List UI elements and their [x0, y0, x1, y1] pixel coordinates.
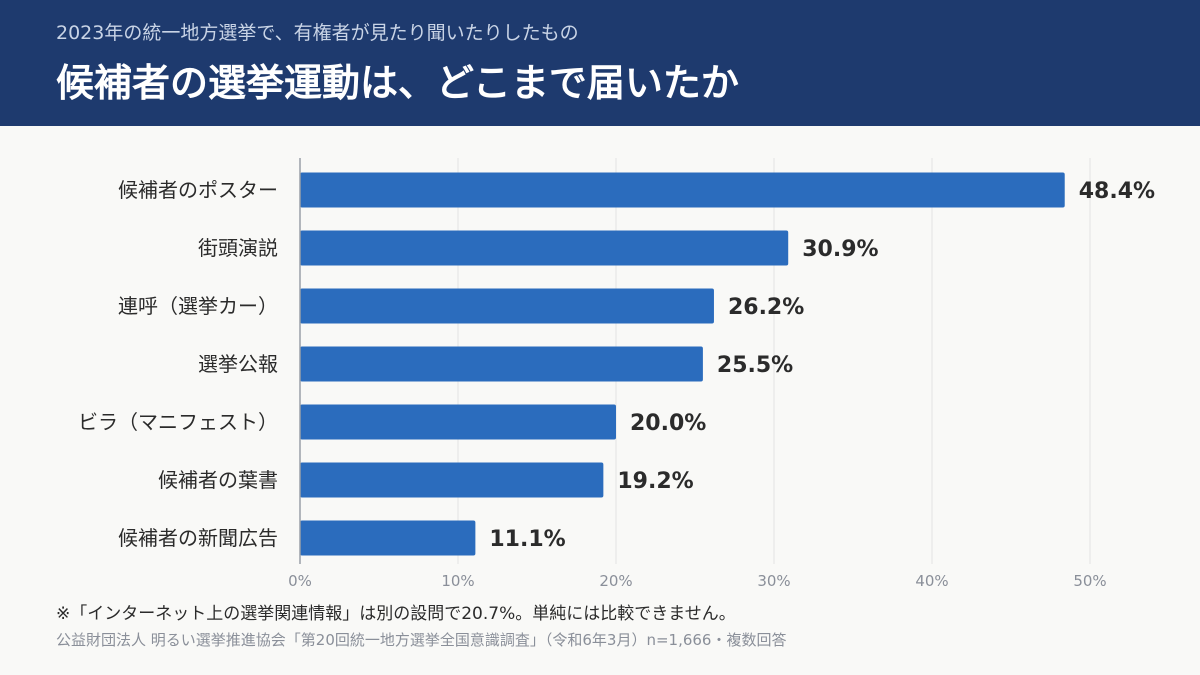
bar — [300, 346, 703, 382]
category-label: 候補者の葉書 — [158, 468, 278, 492]
bar — [300, 404, 616, 440]
x-tick-label: 0% — [288, 572, 312, 590]
category-label: 街頭演説 — [198, 236, 278, 260]
value-label: 25.5% — [717, 353, 793, 378]
x-tick-label: 10% — [441, 572, 474, 590]
category-label: ビラ（マニフェスト） — [78, 410, 278, 434]
x-tick-label: 40% — [915, 572, 948, 590]
x-tick-label: 50% — [1073, 572, 1106, 590]
value-label: 30.9% — [802, 237, 878, 262]
category-label: 候補者の新聞広告 — [118, 526, 278, 550]
bar-chart: 0% 10% 20% 30% 40% 50% 候補者のポスター 48.4% 街頭演説 30.9% 連… — [78, 158, 1155, 590]
category-label: 選挙公報 — [198, 352, 278, 376]
category-label: 候補者のポスター — [118, 178, 278, 202]
value-label: 19.2% — [617, 469, 693, 494]
bar — [300, 172, 1065, 208]
x-tick-label: 20% — [599, 572, 632, 590]
bar — [300, 230, 789, 266]
bar — [300, 520, 476, 556]
footnote: ※「インターネット上の選挙関連情報」は別の設問で20.7%。単純には比較できませ… — [56, 604, 736, 624]
header-banner: 2023年の統一地方選挙で、有権者が見たり聞いたりしたもの 候補者の選挙運動は、… — [0, 0, 1200, 126]
chart-subtitle: 2023年の統一地方選挙で、有権者が見たり聞いたりしたもの — [56, 22, 579, 44]
value-label: 48.4% — [1079, 179, 1155, 204]
value-label: 26.2% — [728, 295, 804, 320]
chart-title: 候補者の選挙運動は、どこまで届いたか — [56, 61, 739, 105]
x-tick-label: 30% — [757, 572, 790, 590]
source-citation: 公益財団法人 明るい選挙推進協会「第20回統一地方選挙全国意識調査」（令和6年3… — [56, 631, 787, 649]
value-label: 11.1% — [489, 527, 565, 552]
category-label: 連呼（選挙カー） — [118, 294, 278, 318]
value-label: 20.0% — [630, 411, 706, 436]
bar — [300, 288, 714, 324]
bar — [300, 462, 604, 498]
